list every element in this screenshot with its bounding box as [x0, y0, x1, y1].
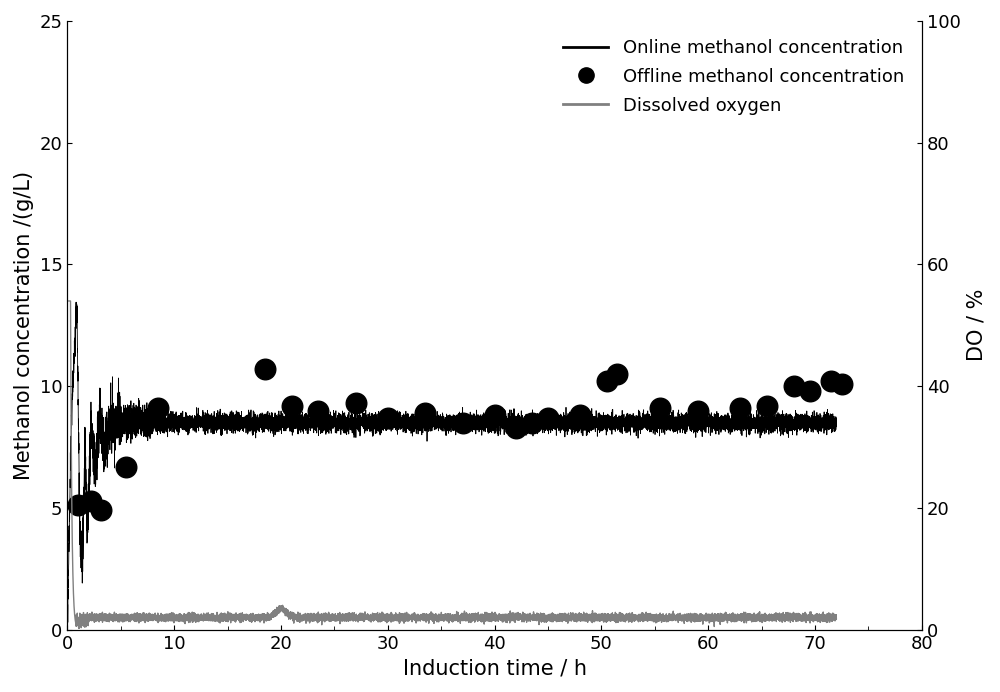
- Point: [609, 368, 625, 379]
- Point: [417, 408, 433, 419]
- Point: [786, 381, 802, 392]
- Point: [83, 495, 99, 506]
- Point: [524, 417, 540, 428]
- Point: [690, 405, 706, 416]
- Point: [150, 403, 166, 414]
- Legend: Online methanol concentration, Offline methanol concentration, Dissolved oxygen: Online methanol concentration, Offline m…: [554, 30, 913, 124]
- Point: [508, 422, 524, 433]
- Y-axis label: Methanol concentration /(g/L): Methanol concentration /(g/L): [14, 171, 34, 480]
- Point: [118, 461, 134, 472]
- Point: [93, 505, 109, 516]
- Point: [572, 410, 588, 421]
- Point: [802, 385, 818, 397]
- Point: [759, 400, 775, 411]
- Point: [487, 410, 503, 421]
- Point: [834, 379, 850, 390]
- Point: [380, 412, 396, 424]
- Point: [348, 398, 364, 409]
- Point: [732, 403, 748, 414]
- Point: [310, 405, 326, 416]
- Point: [652, 403, 668, 414]
- Point: [257, 363, 273, 374]
- Point: [599, 376, 615, 387]
- Y-axis label: DO / %: DO / %: [966, 289, 986, 361]
- Point: [540, 412, 556, 424]
- Point: [455, 417, 471, 428]
- Point: [284, 400, 300, 411]
- Point: [823, 376, 839, 387]
- Point: [70, 500, 86, 511]
- X-axis label: Induction time / h: Induction time / h: [403, 658, 587, 678]
